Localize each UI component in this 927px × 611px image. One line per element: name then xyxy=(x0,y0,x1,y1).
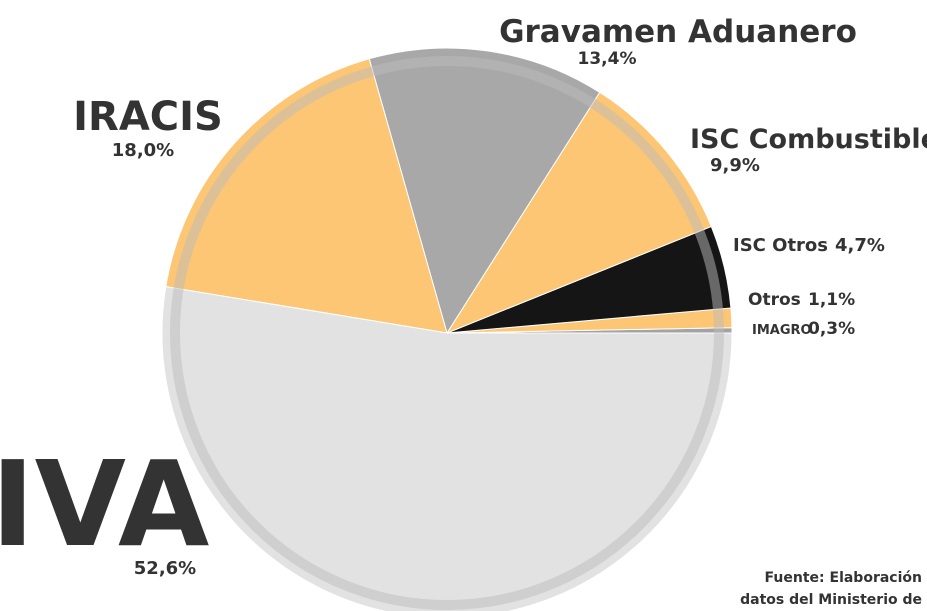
value-label: 52,6% xyxy=(134,558,196,579)
value-label: 1,1% xyxy=(808,290,855,310)
value-label: 18,0% xyxy=(112,140,174,161)
source-line: datos del Ministerio de xyxy=(740,592,922,608)
value-label: 13,4% xyxy=(578,49,637,69)
value-label: 9,9% xyxy=(710,155,760,176)
pie xyxy=(161,47,733,611)
slice-label: IRACIS xyxy=(73,94,223,140)
pie-slice xyxy=(165,58,448,334)
source-line: Fuente: Elaboración xyxy=(765,570,922,586)
slice-label: IMAGRO xyxy=(752,323,812,338)
coin-rim xyxy=(170,56,724,610)
slice-label: Gravamen Aduanero xyxy=(499,14,857,50)
value-label: 4,7% xyxy=(835,235,885,256)
slice-label: IVA xyxy=(0,435,209,573)
value-label: 0,3% xyxy=(808,319,855,339)
slice-label: ISC Combustibles xyxy=(690,124,927,155)
pie-slice xyxy=(161,286,733,611)
slice-label: ISC Otros xyxy=(733,235,828,256)
slice-label: Otros xyxy=(748,290,801,310)
